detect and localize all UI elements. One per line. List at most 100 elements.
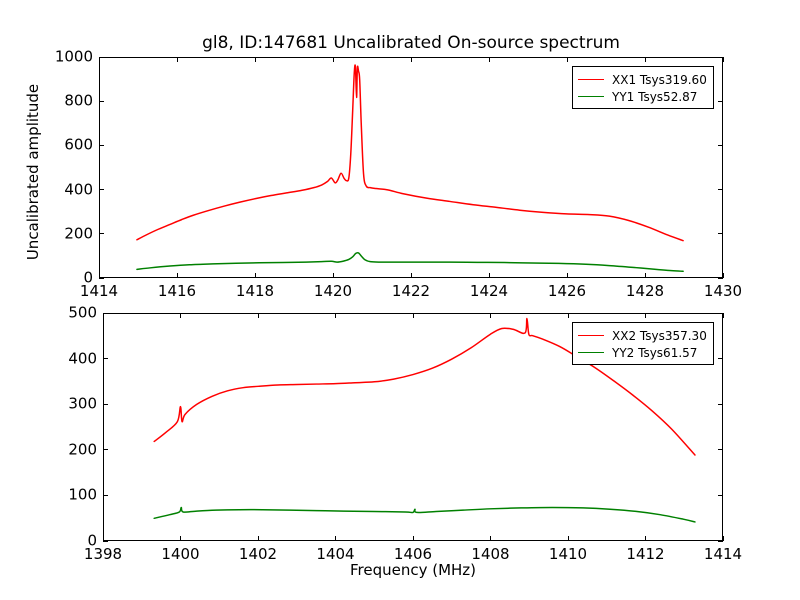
- legend-item: XX1 Tsys319.60: [578, 71, 707, 88]
- x-tick-label: 1412: [626, 545, 665, 563]
- x-tick-label: 1416: [157, 282, 197, 300]
- y-tick-mark: [103, 494, 108, 496]
- y-tick-label: 0: [87, 531, 97, 550]
- x-tick-label: 1414: [79, 282, 119, 300]
- x-tick-mark: [488, 57, 490, 62]
- x-tick-label: 1422: [391, 282, 431, 300]
- y-tick-label: 800: [64, 91, 93, 110]
- x-tick-mark: [102, 536, 104, 541]
- x-tick-label: 1408: [471, 545, 510, 563]
- y-tick-mark: [103, 540, 108, 542]
- series-line: [136, 251, 684, 273]
- x-tick-mark: [644, 57, 646, 62]
- page-title: gl8, ID:147681 Uncalibrated On-source sp…: [202, 33, 620, 53]
- y-axis-label: Uncalibrated amplitude: [24, 83, 42, 261]
- x-tick-mark: [257, 536, 259, 541]
- x-tick-mark: [412, 536, 414, 541]
- bottom-plot-legend: XX2 Tsys357.30 YY2 Tsys61.57: [572, 322, 714, 365]
- x-tick-label: 1402: [238, 545, 278, 563]
- top-plot-legend: XX1 Tsys319.60 YY1 Tsys52.87: [572, 66, 714, 109]
- y-tick-label: 0: [83, 268, 93, 287]
- x-tick-mark: [566, 273, 568, 278]
- legend-label: YY2 Tsys61.57: [612, 345, 698, 360]
- legend-color-swatch: [578, 352, 604, 353]
- x-tick-mark: [567, 313, 569, 318]
- y-tick-label: 200: [64, 224, 93, 243]
- y-tick-label: 400: [64, 180, 93, 199]
- x-tick-label: 1398: [83, 545, 123, 563]
- y-tick-mark: [718, 494, 723, 496]
- y-tick-label: 400: [68, 349, 97, 368]
- y-tick-label: 300: [68, 394, 97, 413]
- x-tick-mark: [722, 536, 724, 541]
- y-tick-label: 200: [68, 440, 97, 459]
- x-tick-mark: [98, 273, 100, 278]
- x-tick-label: 1406: [393, 545, 433, 563]
- y-tick-mark: [718, 56, 723, 58]
- y-tick-label: 600: [64, 135, 93, 154]
- x-tick-mark: [335, 536, 336, 541]
- x-tick-mark: [410, 57, 412, 62]
- y-tick-mark: [718, 144, 723, 146]
- legend-color-swatch: [578, 96, 604, 97]
- y-tick-mark: [99, 189, 104, 191]
- x-tick-mark: [722, 57, 724, 62]
- x-tick-mark: [567, 536, 569, 541]
- x-tick-mark: [644, 273, 646, 278]
- y-tick-mark: [99, 100, 104, 102]
- y-tick-mark: [718, 312, 723, 314]
- y-tick-mark: [718, 358, 723, 360]
- y-tick-label: 100: [68, 485, 97, 504]
- y-tick-mark: [103, 403, 108, 405]
- x-tick-mark: [412, 313, 414, 318]
- x-tick-mark: [490, 536, 491, 541]
- legend-color-swatch: [578, 79, 604, 80]
- x-tick-mark: [566, 57, 568, 62]
- x-tick-mark: [180, 536, 181, 541]
- x-tick-mark: [645, 536, 646, 541]
- legend-color-swatch: [578, 335, 604, 336]
- x-tick-mark: [257, 313, 259, 318]
- y-tick-mark: [99, 56, 104, 58]
- y-tick-mark: [103, 449, 108, 451]
- x-tick-mark: [722, 273, 724, 278]
- x-tick-mark: [645, 313, 646, 318]
- y-tick-mark: [103, 312, 108, 314]
- series-line: [136, 64, 684, 242]
- x-tick-label: 1418: [235, 282, 275, 300]
- y-tick-mark: [718, 540, 723, 542]
- x-tick-label: 1430: [703, 282, 743, 300]
- x-tick-mark: [332, 273, 334, 278]
- y-tick-label: 500: [68, 303, 97, 322]
- y-tick-mark: [99, 144, 104, 146]
- x-tick-mark: [410, 273, 412, 278]
- y-tick-mark: [718, 233, 723, 235]
- x-tick-mark: [102, 313, 104, 318]
- y-tick-label: 1000: [54, 47, 93, 66]
- x-tick-mark: [332, 57, 334, 62]
- y-tick-mark: [99, 233, 104, 235]
- legend-item: YY1 Tsys52.87: [578, 88, 707, 105]
- x-tick-mark: [176, 273, 178, 278]
- legend-label: YY1 Tsys52.87: [612, 89, 698, 104]
- x-tick-mark: [254, 273, 256, 278]
- legend-item: XX2 Tsys357.30: [578, 327, 707, 344]
- x-tick-label: 1404: [316, 545, 355, 563]
- y-tick-mark: [718, 189, 723, 191]
- x-tick-mark: [335, 313, 336, 318]
- legend-item: YY2 Tsys61.57: [578, 344, 707, 361]
- x-tick-mark: [98, 57, 100, 62]
- legend-label: XX1 Tsys319.60: [612, 72, 707, 87]
- legend-label: XX2 Tsys357.30: [612, 328, 707, 343]
- y-tick-mark: [99, 277, 104, 279]
- x-tick-label: 1400: [161, 545, 200, 563]
- x-tick-mark: [254, 57, 256, 62]
- top-plot-curves: [136, 64, 684, 273]
- x-tick-mark: [722, 313, 724, 318]
- y-tick-mark: [718, 403, 723, 405]
- y-tick-mark: [103, 358, 108, 360]
- x-tick-label: 1424: [469, 282, 509, 300]
- series-line: [153, 506, 696, 523]
- x-tick-mark: [488, 273, 490, 278]
